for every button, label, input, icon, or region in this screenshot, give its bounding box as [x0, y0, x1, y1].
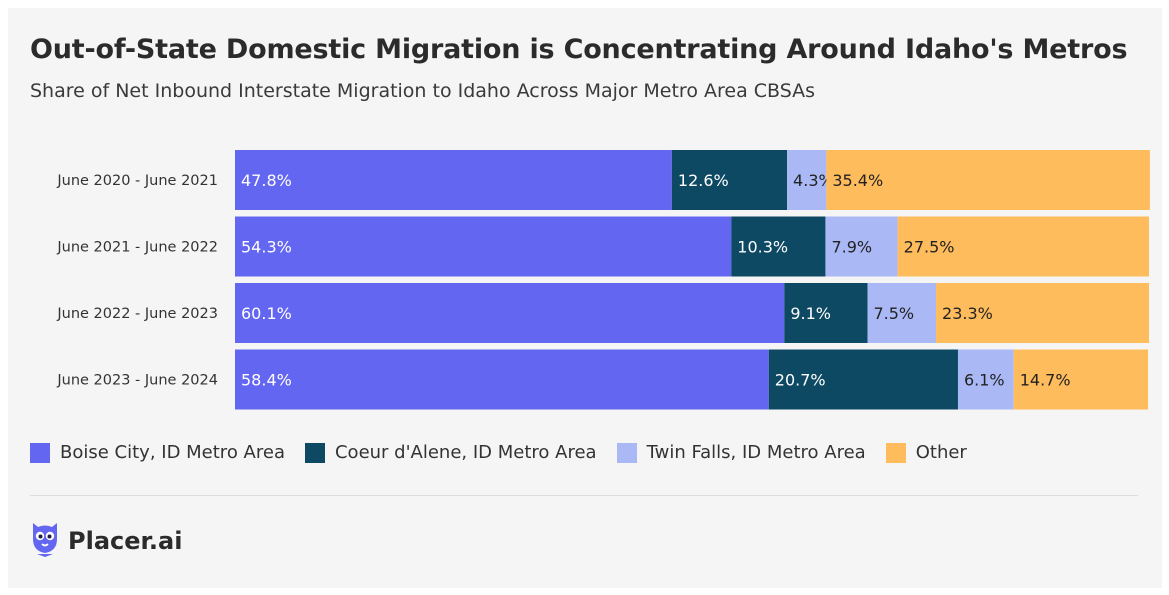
- brand-name: Placer.ai: [68, 526, 183, 555]
- bar-coeur-d-alene-id-metro-area-1: [731, 216, 826, 277]
- owl-logo-icon: [30, 519, 60, 562]
- legend-label-boise: Boise City, ID Metro Area: [60, 442, 285, 463]
- data-label-coeur-d-alene-id-metro-area-3: 20.7%: [775, 371, 826, 390]
- brand-logo[interactable]: Placer.ai: [30, 519, 182, 562]
- bar-coeur-d-alene-id-metro-area-2: [784, 283, 868, 343]
- bar-twin-falls-id-metro-area-1: [825, 216, 898, 277]
- bar-coeur-d-alene-id-metro-area-0: [671, 150, 788, 210]
- bar-other-2: [936, 283, 1149, 343]
- legend-label-other: Other: [915, 442, 967, 463]
- data-label-other-0: 35.4%: [832, 171, 883, 190]
- bar-other-3: [1013, 349, 1149, 410]
- data-label-twin-falls-id-metro-area-2: 7.5%: [873, 304, 914, 323]
- data-label-other-3: 14.7%: [1020, 371, 1071, 390]
- legend-swatch-boise: [30, 442, 50, 463]
- bar-boise-city-id-metro-area-1: [235, 216, 732, 277]
- category-label-1: June 2021 - June 2022: [56, 240, 218, 256]
- legend-item-other: Other: [885, 442, 967, 463]
- legend-label-twin-falls: Twin Falls, ID Metro Area: [646, 442, 866, 463]
- bar-other-1: [897, 216, 1149, 277]
- data-label-boise-city-id-metro-area-3: 58.4%: [241, 371, 292, 390]
- data-label-coeur-d-alene-id-metro-area-1: 10.3%: [737, 238, 788, 257]
- data-label-boise-city-id-metro-area-1: 54.3%: [241, 238, 292, 257]
- category-label-0: June 2020 - June 2021: [56, 173, 218, 189]
- data-label-twin-falls-id-metro-area-1: 7.9%: [831, 238, 872, 257]
- chart-title: Out-of-State Domestic Migration is Conce…: [30, 34, 1128, 65]
- bar-twin-falls-id-metro-area-2: [867, 283, 937, 343]
- chart-legend: Boise City, ID Metro Area Coeur d'Alene,…: [30, 442, 987, 463]
- legend-swatch-twin-falls: [616, 442, 637, 463]
- data-label-boise-city-id-metro-area-2: 60.1%: [241, 304, 292, 323]
- category-label-2: June 2022 - June 2023: [56, 306, 218, 322]
- data-label-coeur-d-alene-id-metro-area-0: 12.6%: [678, 171, 729, 190]
- data-label-coeur-d-alene-id-metro-area-2: 9.1%: [790, 304, 831, 323]
- legend-label-coeur-dalene: Coeur d'Alene, ID Metro Area: [334, 442, 597, 463]
- bar-coeur-d-alene-id-metro-area-3: [768, 349, 958, 410]
- footer-divider: [30, 495, 1138, 496]
- legend-item-coeur-dalene: Coeur d'Alene, ID Metro Area: [304, 442, 597, 463]
- data-label-twin-falls-id-metro-area-0: 4.3%: [793, 171, 834, 190]
- data-label-twin-falls-id-metro-area-3: 6.1%: [964, 371, 1005, 390]
- bar-other-0: [826, 150, 1150, 210]
- category-label-3: June 2023 - June 2024: [56, 373, 218, 389]
- legend-swatch-coeur-dalene: [304, 442, 325, 463]
- bar-boise-city-id-metro-area-2: [235, 283, 785, 343]
- legend-item-twin-falls: Twin Falls, ID Metro Area: [616, 442, 866, 463]
- legend-item-boise: Boise City, ID Metro Area: [30, 442, 285, 463]
- bar-twin-falls-id-metro-area-0: [787, 150, 827, 210]
- chart-subtitle: Share of Net Inbound Interstate Migratio…: [30, 80, 816, 102]
- bar-boise-city-id-metro-area-3: [235, 349, 769, 410]
- data-label-other-2: 23.3%: [942, 304, 993, 323]
- data-label-boise-city-id-metro-area-0: 47.8%: [241, 171, 292, 190]
- bar-boise-city-id-metro-area-0: [235, 150, 672, 210]
- bar-twin-falls-id-metro-area-3: [957, 349, 1014, 410]
- data-label-other-1: 27.5%: [904, 238, 955, 257]
- legend-swatch-other: [885, 442, 906, 463]
